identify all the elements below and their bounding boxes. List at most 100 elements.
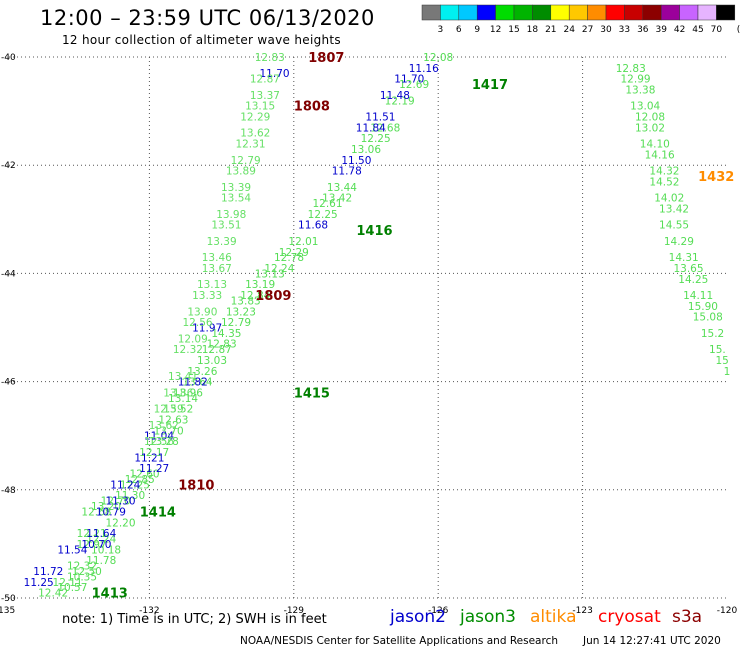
satellite-legend-s3a: s3a xyxy=(672,607,703,627)
wave-height-point: 12.50 xyxy=(72,566,102,578)
wave-height-point: 11.64 xyxy=(86,528,116,540)
wave-height-point: 13.39 xyxy=(221,182,251,194)
wave-height-point: 1 xyxy=(724,366,731,378)
colorbar-tick-label: 6 xyxy=(456,25,462,35)
wave-height-point: 11.78 xyxy=(86,555,116,567)
wave-height-point: 14.52 xyxy=(649,176,679,188)
colorbar-swatch xyxy=(568,4,588,21)
wave-height-point: 12.87 xyxy=(250,74,280,86)
y-tick-label: -46 xyxy=(1,378,16,388)
colorbar-tick-label: 42 xyxy=(674,25,685,35)
colorbar-tick-label: 15 xyxy=(508,25,519,35)
wave-height-point: 11.78 xyxy=(332,166,362,178)
track-id-label: 1416 xyxy=(356,224,392,239)
y-tick-label: -40 xyxy=(1,53,16,63)
wave-height-point: 14.32 xyxy=(649,166,679,178)
wave-height-point: 11.30 xyxy=(115,490,145,502)
wave-height-point: 13.86 xyxy=(163,387,193,399)
track-id-label: 1807 xyxy=(308,51,344,66)
satellite-legend-altika: altika xyxy=(530,607,577,627)
colorbar-swatch xyxy=(495,4,515,21)
wave-height-point: 14.31 xyxy=(669,252,699,264)
plot-grid xyxy=(5,56,727,599)
wave-height-point: 12.59 xyxy=(154,404,184,416)
wave-height-point: 13.19 xyxy=(245,279,275,291)
wave-height-point: 11.51 xyxy=(365,112,395,124)
wave-height-point: 12.24 xyxy=(86,533,116,545)
wave-height-point: 13.89 xyxy=(226,166,256,178)
data-points: 12.0812.6912.1912.6812.2513.0613.4413.42… xyxy=(24,52,731,600)
wave-height-point: 13.65 xyxy=(673,263,703,275)
wave-height-point: 11.04 xyxy=(144,431,174,443)
colorbar-tick-label: 3 xyxy=(438,25,444,35)
page-subtitle: 12 hour collection of altimeter wave hei… xyxy=(62,33,341,47)
wave-height-point: 12.25 xyxy=(120,479,150,491)
wave-height-point: 12.24 xyxy=(264,263,294,275)
wave-height-point: 11.50 xyxy=(341,155,371,167)
colorbar-swatch xyxy=(697,4,717,21)
wave-height-point: 12.17 xyxy=(139,447,169,459)
wave-height-point: 12.29 xyxy=(279,247,309,259)
colorbar-swatch xyxy=(440,4,460,21)
wave-height-point: 12.68 xyxy=(370,122,400,134)
wave-height-point: 11.54 xyxy=(57,544,87,556)
wave-height-point: 13.64 xyxy=(183,377,213,389)
wave-height-point: 14.16 xyxy=(645,149,675,161)
wave-height-point: 13.62 xyxy=(240,128,270,140)
satellite-legend-jason3: jason3 xyxy=(460,607,516,627)
wave-height-point: 12.70 xyxy=(101,496,131,508)
wave-height-point: 11.16 xyxy=(409,63,439,75)
wave-height-point: 13.62 xyxy=(149,420,179,432)
wave-height-point: 13.90 xyxy=(187,306,217,318)
wave-height-point: 13.83 xyxy=(231,295,261,307)
colorbar-swatch xyxy=(642,4,662,21)
wave-height-point: 11.97 xyxy=(192,323,222,335)
wave-height-point: 10.57 xyxy=(57,582,87,594)
wave-height-point: 13.42 xyxy=(659,203,689,215)
wave-height-point: 12.56 xyxy=(183,317,213,329)
y-tick-label: -44 xyxy=(1,269,16,279)
wave-height-point: 12.20 xyxy=(105,517,135,529)
track-id-label: 1415 xyxy=(294,386,330,401)
satellite-legend-cryosat: cryosat xyxy=(598,607,661,627)
wave-height-point: 11.24 xyxy=(110,479,140,491)
wave-height-point: 13.41 xyxy=(168,371,198,383)
track-id-label: 1417 xyxy=(472,78,508,93)
wave-height-point: 12.32 xyxy=(67,561,97,573)
wave-height-point: 11.48 xyxy=(380,90,410,102)
wave-height-point: 12.09 xyxy=(178,333,208,345)
x-tick-label: -120 xyxy=(717,606,738,616)
wave-height-point: 13.51 xyxy=(211,220,241,232)
track-labels: 1807 1808 1809 1810 1417 1416 1415 1414 1413 1432 xyxy=(92,51,735,602)
y-tick-label: -42 xyxy=(1,161,16,171)
page-title: 12:00 – 23:59 UTC 06/13/2020 xyxy=(40,6,375,30)
colorbar-swatch xyxy=(679,4,699,21)
wave-height-point: 13.54 xyxy=(221,193,251,205)
y-tick-label: -50 xyxy=(1,594,16,604)
colorbar-swatch xyxy=(587,4,607,21)
wave-height-point: 14.55 xyxy=(659,220,689,232)
wave-height-point: 13.26 xyxy=(187,366,217,378)
colorbar-swatch xyxy=(513,4,533,21)
wave-height-point: 11.27 xyxy=(139,463,169,475)
y-tick-label: -48 xyxy=(1,486,16,496)
wave-height-point: 12.79 xyxy=(231,155,261,167)
wave-height-point: 12.83 xyxy=(616,63,646,75)
wave-height-point: 14.35 xyxy=(211,328,241,340)
wave-height-point: 12.21 xyxy=(77,528,107,540)
wave-height-point: 13.13 xyxy=(197,279,227,291)
x-tick-label: -123 xyxy=(572,606,592,616)
wave-height-point: 13.96 xyxy=(173,387,203,399)
wave-height-point: 12.29 xyxy=(240,112,270,124)
colorbar-swatch xyxy=(476,4,496,21)
wave-height-point: 13.52 xyxy=(163,404,193,416)
wave-height-point: 13.13 xyxy=(255,268,285,280)
track-id-label: 1809 xyxy=(255,289,291,304)
wave-height-point: 12.87 xyxy=(202,344,232,356)
wave-height-point: 12.32 xyxy=(173,344,203,356)
wave-height-point: 12.01 xyxy=(288,236,318,248)
wave-height-point: 11.30 xyxy=(105,496,135,508)
wave-height-point: 14.25 xyxy=(678,274,708,286)
